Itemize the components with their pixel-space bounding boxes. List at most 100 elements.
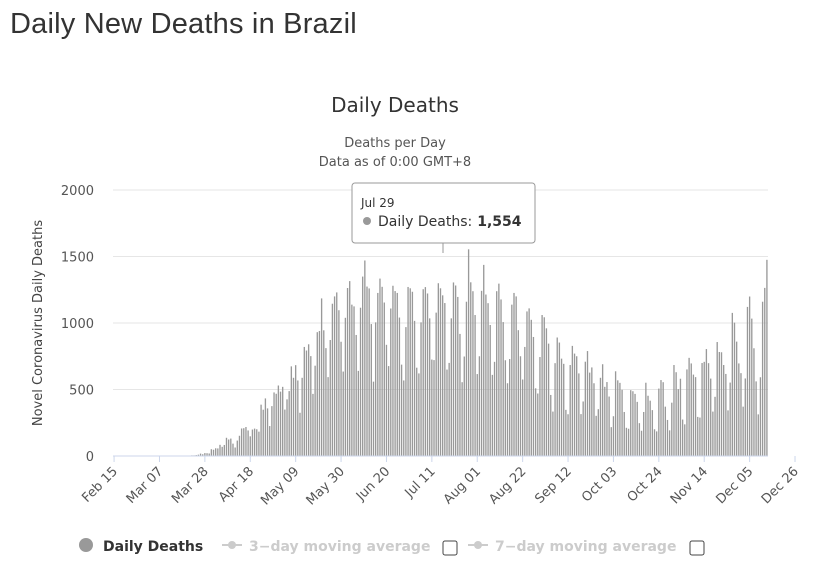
bar[interactable] [491, 374, 494, 456]
bar[interactable] [364, 260, 366, 456]
bar[interactable] [312, 393, 314, 456]
bar[interactable] [703, 361, 705, 456]
bar[interactable] [288, 391, 290, 456]
bar[interactable] [593, 383, 595, 456]
bar[interactable] [731, 312, 733, 456]
bar[interactable] [236, 440, 238, 456]
bar[interactable] [212, 449, 215, 456]
bar[interactable] [405, 327, 407, 456]
bar[interactable] [567, 414, 569, 456]
bar[interactable] [219, 444, 221, 456]
bar[interactable] [757, 414, 759, 456]
bar[interactable] [340, 341, 342, 456]
bar[interactable] [681, 419, 684, 456]
bar[interactable] [346, 288, 349, 456]
bar[interactable] [496, 291, 498, 456]
bar[interactable] [608, 396, 610, 456]
bar[interactable] [753, 348, 755, 456]
bar[interactable] [379, 278, 381, 456]
legend-item-daily-deaths[interactable]: Daily Deaths [79, 538, 203, 555]
bar[interactable] [457, 296, 459, 456]
bar[interactable] [656, 431, 658, 456]
bar[interactable] [660, 380, 662, 456]
bar[interactable] [353, 306, 355, 457]
bar[interactable] [547, 343, 550, 456]
bar[interactable] [560, 358, 563, 456]
bar[interactable] [727, 410, 729, 456]
bar[interactable] [439, 288, 442, 456]
bar[interactable] [286, 399, 288, 456]
bar[interactable] [227, 439, 230, 456]
bar[interactable] [429, 318, 431, 456]
bar[interactable] [668, 430, 671, 456]
bar[interactable] [243, 428, 245, 456]
bar[interactable] [273, 392, 275, 456]
bar[interactable] [249, 436, 251, 456]
bar[interactable] [217, 448, 219, 456]
bar[interactable] [387, 366, 390, 456]
bar[interactable] [601, 364, 604, 456]
bar[interactable] [558, 342, 561, 456]
legend-item-7-day-moving-average[interactable]: 7−day moving average [468, 539, 705, 556]
bar[interactable] [208, 453, 210, 456]
bar[interactable] [487, 303, 489, 456]
bar[interactable] [489, 325, 491, 456]
bar[interactable] [269, 426, 271, 456]
bar[interactable] [483, 264, 485, 456]
bar[interactable] [420, 322, 422, 456]
bar[interactable] [247, 430, 249, 456]
bar[interactable] [532, 336, 535, 456]
bar[interactable] [314, 365, 316, 456]
bar[interactable] [422, 289, 424, 456]
bar[interactable] [433, 360, 435, 456]
bar[interactable] [238, 435, 241, 456]
legend-checkbox-7-day[interactable] [689, 540, 705, 556]
bar[interactable] [552, 411, 554, 456]
bar[interactable] [253, 428, 256, 456]
bar[interactable] [381, 286, 383, 456]
bar[interactable] [480, 290, 483, 456]
bar[interactable] [543, 317, 545, 456]
bar[interactable] [416, 367, 418, 456]
bar[interactable] [299, 412, 301, 456]
bar[interactable] [411, 291, 414, 456]
bar[interactable] [511, 304, 513, 456]
bar[interactable] [275, 393, 277, 456]
bar[interactable] [513, 292, 515, 456]
bar[interactable] [316, 332, 318, 456]
bar[interactable] [755, 381, 757, 456]
bar[interactable] [586, 351, 589, 456]
bar[interactable] [627, 428, 630, 456]
bar[interactable] [614, 371, 617, 456]
bar[interactable] [707, 363, 710, 456]
bar[interactable] [472, 291, 474, 456]
bar[interactable] [305, 350, 308, 456]
bar[interactable] [735, 341, 738, 456]
bar[interactable] [310, 356, 312, 456]
bar[interactable] [662, 382, 664, 456]
bar[interactable] [223, 444, 225, 456]
bar[interactable] [245, 427, 247, 456]
bar[interactable] [279, 391, 282, 456]
bar[interactable] [675, 372, 677, 456]
bar[interactable] [673, 365, 675, 456]
bar[interactable] [729, 382, 731, 456]
bar[interactable] [199, 453, 202, 456]
bar[interactable] [206, 453, 208, 456]
bar[interactable] [266, 408, 269, 456]
legend-checkbox-3-day[interactable] [442, 540, 458, 556]
bar[interactable] [407, 286, 409, 456]
bar[interactable] [519, 356, 522, 456]
bar[interactable] [362, 276, 364, 456]
bar[interactable] [612, 416, 615, 456]
bar[interactable] [465, 301, 468, 456]
bar[interactable] [448, 362, 450, 456]
bar[interactable] [413, 320, 416, 456]
bar[interactable] [467, 249, 470, 456]
bar[interactable] [515, 296, 517, 456]
bar[interactable] [692, 374, 695, 456]
bar[interactable] [595, 415, 597, 456]
bar[interactable] [437, 283, 440, 456]
bar[interactable] [636, 401, 638, 456]
bar[interactable] [588, 372, 591, 456]
